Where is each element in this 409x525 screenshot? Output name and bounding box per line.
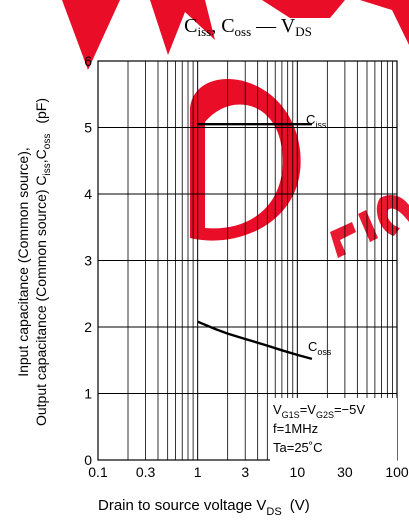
y-tick-label: 4 [84, 186, 92, 202]
watermark-shape [262, 0, 345, 18]
y-tick-label: 6 [84, 53, 92, 69]
condition-voltage: VG1S=VG2S=−5V [273, 402, 365, 420]
watermark-shape [150, 0, 215, 55]
y-tick-label: 0 [84, 452, 92, 468]
watermark-shape [62, 0, 120, 70]
x-tick-label: 100 [385, 464, 409, 480]
watermark-shape [330, 222, 356, 258]
series-label-coss: Coss [308, 339, 332, 357]
watermark-shape [190, 79, 301, 241]
y-tick-label: 2 [84, 319, 92, 335]
x-axis-label: Drain to source voltage VDS (V) [98, 497, 310, 518]
series-line-coss [197, 320, 313, 361]
series-lines [197, 123, 313, 361]
y-tick-label: 1 [84, 386, 92, 402]
grid [97, 60, 398, 461]
watermark [62, 0, 409, 258]
watermark-shape [360, 0, 409, 45]
watermark-shape [376, 195, 409, 236]
x-tick-label: 30 [337, 464, 353, 480]
series-label-ciss: Ciss [306, 112, 327, 130]
chart-title: Ciss, Coss — VDS [184, 15, 312, 39]
x-tick-label: 0.1 [88, 464, 108, 480]
plot-frame [97, 60, 398, 461]
y-axis-label-line1: Input capacitance (Common source), [15, 147, 31, 377]
y-tick-labels: 0 1 2 3 4 5 6 [84, 53, 92, 468]
x-tick-label: 1 [194, 464, 202, 480]
x-tick-labels: 0.1 0.3 1 3 10 30 100 [88, 464, 409, 480]
condition-frequency: f=1MHz [273, 421, 318, 436]
conditions-box: VG1S=VG2S=−5V f=1MHz Ta=25˚C [270, 398, 397, 461]
x-tick-label: 0.3 [136, 464, 156, 480]
y-tick-label: 3 [84, 253, 92, 269]
condition-temperature: Ta=25˚C [273, 440, 323, 455]
y-axis-label-line2: Output capacitance (Common source) Ciss,… [33, 98, 53, 426]
y-tick-label: 5 [84, 120, 92, 136]
watermark-shape [358, 210, 378, 242]
x-tick-label: 10 [290, 464, 306, 480]
x-tick-label: 3 [241, 464, 249, 480]
